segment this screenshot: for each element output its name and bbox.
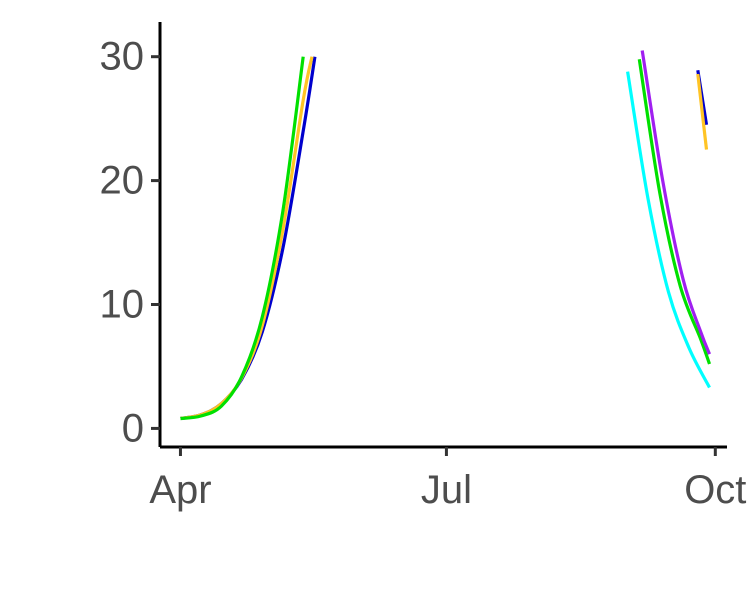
y-tick-label: 20	[100, 159, 145, 203]
x-axis-ticks: Apr Jul Oct	[149, 447, 746, 512]
series-line-3	[180, 56, 305, 421]
series-line-8	[696, 73, 709, 150]
x-tick-label: Apr	[149, 468, 211, 512]
y-tick-label: 0	[122, 406, 144, 450]
series-line-6	[640, 50, 711, 355]
y-axis-ticks: 0 10 20 30	[100, 35, 160, 450]
y-tick-label: 10	[100, 283, 145, 327]
series-layer	[180, 50, 712, 421]
x-tick-label: Jul	[421, 468, 472, 512]
series-line-4	[626, 71, 711, 389]
series-line-5	[637, 58, 712, 365]
x-tick-label: Oct	[684, 468, 746, 512]
y-tick-label: 30	[100, 35, 145, 79]
